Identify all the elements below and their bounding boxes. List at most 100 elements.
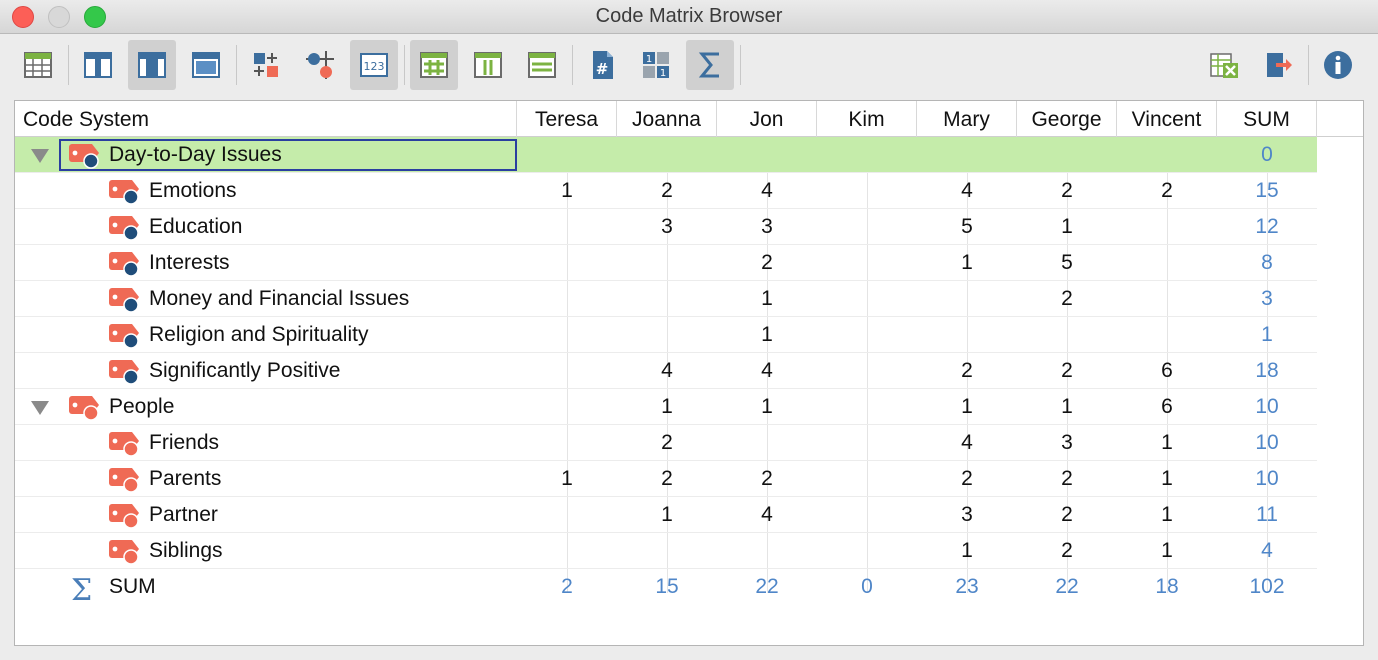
code-row[interactable]: Money and Financial Issues 1 2 3	[15, 281, 1317, 317]
code-row[interactable]: Parents 1 2 2 2 2 1 10	[15, 461, 1317, 497]
matrix-cell[interactable]: 4	[961, 179, 973, 202]
matrix-cell[interactable]: 1	[661, 503, 673, 526]
matrix-cell[interactable]	[617, 533, 717, 569]
matrix-cell[interactable]	[1117, 137, 1217, 173]
close-window-button[interactable]	[12, 6, 34, 28]
matrix-cell[interactable]: 4	[761, 179, 773, 202]
matrix-cell[interactable]: 4	[661, 359, 673, 382]
matrix-cell[interactable]: 1	[1161, 539, 1173, 562]
matrix-cell[interactable]: 6	[1161, 395, 1173, 418]
matrix-cell[interactable]	[817, 533, 917, 569]
matrix-cell[interactable]	[1117, 317, 1217, 353]
excel-export-button[interactable]	[1200, 40, 1248, 90]
columns-button[interactable]	[464, 40, 512, 90]
matrix-cell[interactable]: 1	[561, 179, 573, 202]
rows-button[interactable]	[518, 40, 566, 90]
code-row[interactable]: Significantly Positive 4 4 2 2 6 18	[15, 353, 1317, 389]
parent-code-row[interactable]: People 1 1 1 1 6 10	[15, 389, 1317, 425]
expand-triangle-icon[interactable]	[31, 401, 49, 415]
code-row[interactable]: Friends 2 4 3 1 10	[15, 425, 1317, 461]
matrix-cell[interactable]: 2	[761, 467, 773, 490]
matrix-cell[interactable]: 1	[1061, 215, 1073, 238]
layout-window-button[interactable]	[182, 40, 230, 90]
expand-triangle-icon[interactable]	[31, 149, 49, 163]
matrix-cell[interactable]	[817, 389, 917, 425]
column-header-sum[interactable]: SUM	[1217, 101, 1317, 137]
matrix-cell[interactable]: 5	[961, 215, 973, 238]
matrix-cell[interactable]: 2	[1061, 539, 1073, 562]
column-header-teresa[interactable]: Teresa	[517, 101, 617, 137]
matrix-cell[interactable]	[817, 173, 917, 209]
column-header-vincent[interactable]: Vincent	[1117, 101, 1217, 137]
sigma-button[interactable]	[686, 40, 734, 90]
matrix-cell[interactable]: 1	[1161, 467, 1173, 490]
table-grid-button[interactable]	[14, 40, 62, 90]
column-header-kim[interactable]: Kim	[817, 101, 917, 137]
matrix-cell[interactable]: 4	[761, 359, 773, 382]
matrix-cell[interactable]	[517, 281, 617, 317]
matrix-cell[interactable]	[517, 533, 617, 569]
matrix-cell[interactable]: 3	[661, 215, 673, 238]
matrix-cell[interactable]	[1117, 209, 1217, 245]
matrix-cell[interactable]: 2	[661, 179, 673, 202]
matrix-cell[interactable]	[517, 137, 617, 173]
matrix-cell[interactable]: 2	[661, 467, 673, 490]
matrix-cell[interactable]: 6	[1161, 359, 1173, 382]
matrix-cell[interactable]: 4	[761, 503, 773, 526]
code-grid-button[interactable]	[242, 40, 290, 90]
matrix-cell[interactable]: 2	[1061, 503, 1073, 526]
matrix-cell[interactable]: 1	[561, 467, 573, 490]
parent-code-row[interactable]: Day-to-Day Issues 0	[15, 137, 1317, 173]
matrix-cell[interactable]: 2	[961, 467, 973, 490]
matrix-cell[interactable]	[1117, 245, 1217, 281]
matrix-cell[interactable]: 1	[761, 323, 773, 346]
code-row[interactable]: Education 3 3 5 1 12	[15, 209, 1317, 245]
node-link-button[interactable]	[296, 40, 344, 90]
minimize-window-button[interactable]	[48, 6, 70, 28]
column-header-joanna[interactable]: Joanna	[617, 101, 717, 137]
code-row[interactable]: Partner 1 4 3 2 1 11	[15, 497, 1317, 533]
code-row[interactable]: Interests 2 1 5 8	[15, 245, 1317, 281]
matrix-cell[interactable]	[817, 317, 917, 353]
matrix-cell[interactable]	[817, 245, 917, 281]
matrix-cell[interactable]	[917, 317, 1017, 353]
layout-center-button[interactable]	[128, 40, 176, 90]
matrix-cell[interactable]	[817, 461, 917, 497]
numbers-button[interactable]: 123	[350, 40, 398, 90]
matrix-cell[interactable]: 1	[961, 539, 973, 562]
code-row[interactable]: Emotions 1 2 4 4 2 2 15	[15, 173, 1317, 209]
matrix-cell[interactable]	[617, 281, 717, 317]
matrix-cell[interactable]: 5	[1061, 251, 1073, 274]
matrix-cell[interactable]	[817, 137, 917, 173]
column-header-code-system[interactable]: Code System	[15, 101, 517, 137]
matrix-cell[interactable]: 2	[1061, 179, 1073, 202]
matrix-cell[interactable]	[817, 209, 917, 245]
matrix-cell[interactable]	[717, 533, 817, 569]
matrix-cell[interactable]	[817, 497, 917, 533]
code-row[interactable]: Siblings 1 2 1 4	[15, 533, 1317, 569]
matrix-cell[interactable]	[517, 389, 617, 425]
code-row[interactable]: Religion and Spirituality 1 1	[15, 317, 1317, 353]
matrix-cell[interactable]	[717, 137, 817, 173]
matrix-cell[interactable]: 1	[961, 251, 973, 274]
matrix-cell[interactable]: 2	[1161, 179, 1173, 202]
matrix-cell[interactable]: 1	[761, 395, 773, 418]
column-header-mary[interactable]: Mary	[917, 101, 1017, 137]
matrix-cell[interactable]	[817, 281, 917, 317]
matrix-cell[interactable]	[617, 137, 717, 173]
matrix-cell[interactable]	[717, 425, 817, 461]
matrix-cell[interactable]	[917, 137, 1017, 173]
matrix-cell[interactable]	[817, 425, 917, 461]
matrix-cell[interactable]	[517, 497, 617, 533]
matrix-cell[interactable]	[517, 317, 617, 353]
matrix-cell[interactable]: 1	[661, 395, 673, 418]
matrix-cell[interactable]: 3	[1061, 431, 1073, 454]
matrix-cell[interactable]: 2	[1061, 359, 1073, 382]
matrix-cell[interactable]	[817, 353, 917, 389]
column-header-george[interactable]: George	[1017, 101, 1117, 137]
hash-grid-button[interactable]	[410, 40, 458, 90]
layout-top-button[interactable]	[74, 40, 122, 90]
info-button[interactable]	[1314, 40, 1362, 90]
export-button[interactable]	[1254, 40, 1302, 90]
